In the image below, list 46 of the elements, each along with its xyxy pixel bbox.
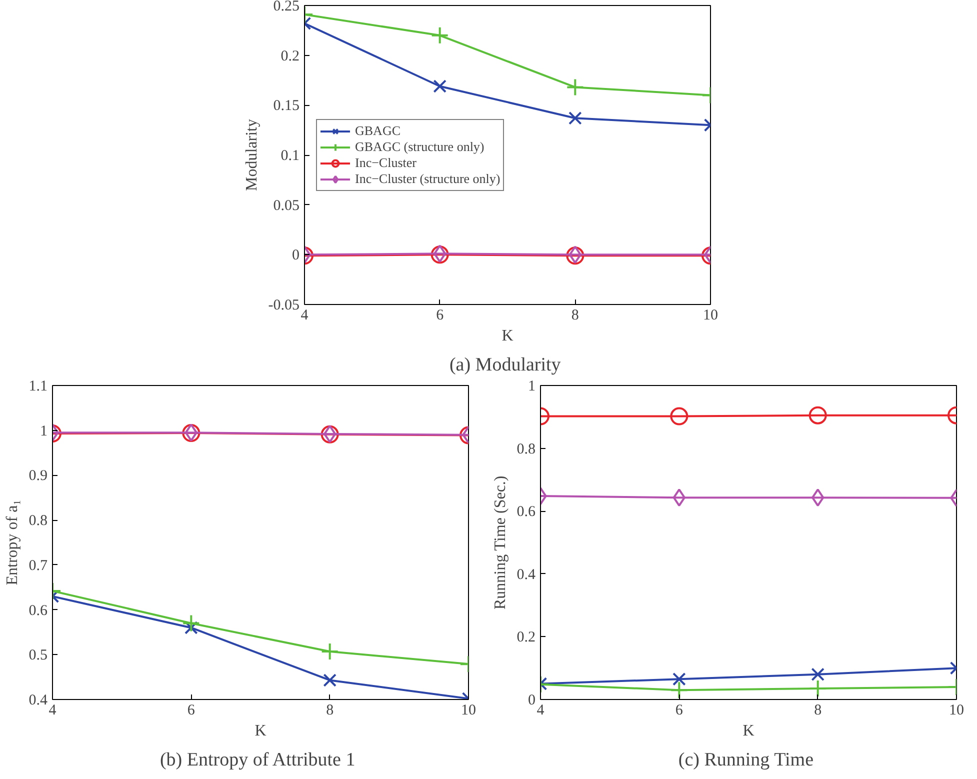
x-tick-label: 4 xyxy=(48,702,57,718)
y-tick-label: 0.6 xyxy=(516,504,536,520)
x-tick-label: 10 xyxy=(461,702,476,718)
legend-label: Inc−Cluster (structure only) xyxy=(355,170,500,186)
y-tick-label: 0.25 xyxy=(273,0,300,14)
y-tick-label: 0.05 xyxy=(273,198,300,214)
x-tick-label: 8 xyxy=(326,702,334,718)
x-tick-label: 6 xyxy=(436,308,444,324)
y-tick-label: 0.2 xyxy=(516,630,536,646)
y-tick-label: 0 xyxy=(528,692,536,708)
x-axis-title: K xyxy=(742,722,755,740)
x-tick-label: 8 xyxy=(571,308,579,324)
y-tick-label: 0.2 xyxy=(280,48,300,64)
x-tick-label: 10 xyxy=(703,308,718,324)
text: (a) Modularity xyxy=(449,354,562,376)
x-tick-label: 6 xyxy=(187,702,196,718)
y-tick-label: 0.7 xyxy=(28,558,48,574)
y-tick-label: 0 xyxy=(292,248,300,264)
y-tick-label: 1 xyxy=(40,423,48,440)
y-tick-label: 0.8 xyxy=(516,441,536,458)
x-tick-label: 8 xyxy=(814,702,822,718)
text: (c) Running Time xyxy=(678,750,814,770)
x-tick-label: 4 xyxy=(536,702,545,718)
legend-label: GBAGC xyxy=(355,122,401,138)
x-axis-title: K xyxy=(254,722,267,740)
y-tick-label: 0.6 xyxy=(28,602,48,619)
y-tick-label: 0.1 xyxy=(280,148,300,164)
y-tick-label: 0.4 xyxy=(28,692,48,708)
legend-label: GBAGC (structure only) xyxy=(355,138,484,154)
y-tick-label: 1.1 xyxy=(28,378,48,394)
y-tick-label: 0.8 xyxy=(28,513,48,530)
y-tick-label: 1 xyxy=(528,378,536,394)
y-axis-title: Running Time (Sec.) xyxy=(492,476,509,610)
y-tick-label: 0.9 xyxy=(28,468,48,484)
x-tick-label: 10 xyxy=(949,702,964,718)
text: (b) Entropy of Attribute 1 xyxy=(160,750,356,770)
x-tick-label: 6 xyxy=(675,702,684,718)
y-tick-label: -0.05 xyxy=(268,298,300,314)
y-axis-title: Modularity xyxy=(243,118,260,191)
x-axis-title: K xyxy=(502,328,514,344)
y-axis-title: Entropy of a₁ xyxy=(4,500,21,586)
y-tick-label: 0.15 xyxy=(273,98,300,114)
y-tick-label: 0.5 xyxy=(28,648,48,664)
legend-label: Inc−Cluster xyxy=(355,154,416,170)
y-tick-label: 0.4 xyxy=(516,566,536,583)
x-tick-label: 4 xyxy=(300,308,309,324)
